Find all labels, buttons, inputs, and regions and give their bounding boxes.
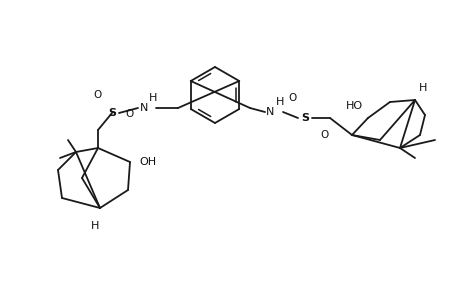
Text: N: N [265, 107, 274, 117]
Text: O: O [126, 109, 134, 119]
Text: O: O [288, 93, 297, 103]
Text: H: H [149, 93, 157, 103]
Text: O: O [320, 130, 328, 140]
Text: O: O [94, 90, 102, 100]
Text: S: S [108, 108, 116, 118]
Text: OH: OH [139, 157, 156, 167]
Text: N: N [140, 103, 148, 113]
Text: H: H [418, 83, 426, 93]
Text: HO: HO [345, 101, 362, 111]
Text: S: S [300, 113, 308, 123]
Text: H: H [275, 97, 284, 107]
Text: H: H [90, 221, 99, 231]
